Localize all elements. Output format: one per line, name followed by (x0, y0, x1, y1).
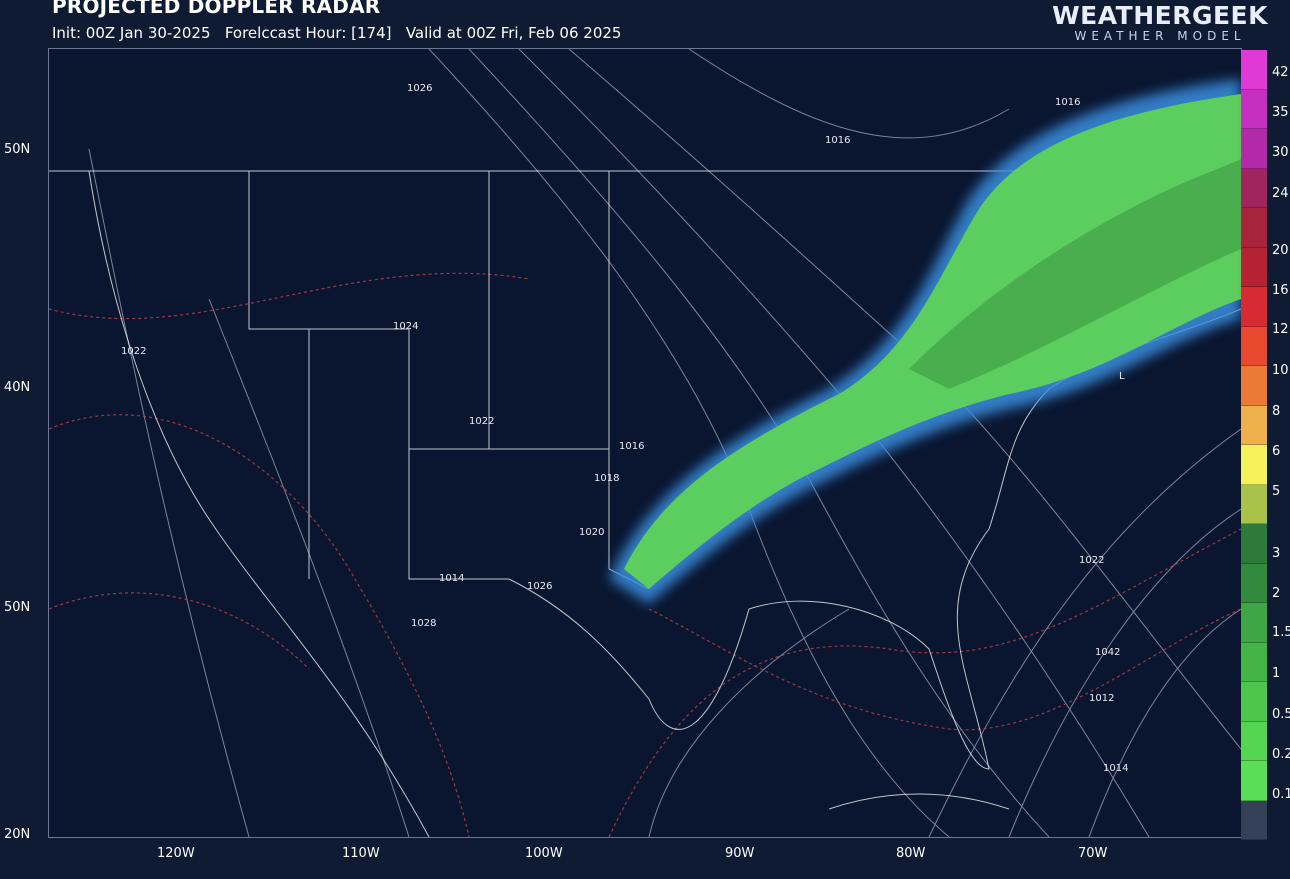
pressure-label: 1024 (393, 321, 418, 332)
legend-label: 12 (1272, 322, 1289, 337)
init-time: Init: 00Z Jan 30-2025 (52, 24, 211, 42)
color-scale-legend (1241, 50, 1267, 840)
lon-label: 110W (342, 846, 380, 861)
pressure-label: 1022 (469, 416, 494, 427)
legend-swatch (1241, 563, 1267, 603)
pressure-label: 1042 (1095, 647, 1120, 658)
thickness-lines (49, 272, 1241, 837)
legend-swatch (1241, 50, 1267, 90)
logo: WEATHERGEEK WEATHER MODEL (1052, 1, 1268, 43)
legend-label: 16 (1272, 283, 1289, 298)
lat-label: 50N (4, 142, 31, 157)
lon-label: 80W (896, 846, 926, 861)
pressure-label: 1022 (1079, 555, 1104, 566)
legend-swatch (1241, 208, 1267, 248)
pressure-label: 1018 (594, 473, 619, 484)
legend-label: 0.5 (1272, 707, 1290, 722)
precip-band (609, 79, 1241, 604)
low-pressure-marker: L (1119, 371, 1125, 382)
legend-swatch (1241, 721, 1267, 761)
legend-label: 6 (1272, 444, 1281, 459)
legend-swatch (1241, 168, 1267, 208)
map-canvas: L 1026 1022 1024 1022 1016 1018 1020 102… (49, 49, 1241, 837)
legend-label: 8 (1272, 404, 1281, 419)
legend-label: 30 (1272, 145, 1289, 160)
legend-swatch (1241, 89, 1267, 129)
pressure-label: 1026 (407, 83, 432, 94)
forecast-hour: Forelccast Hour: [174] (224, 24, 392, 42)
lat-label: 50N (4, 600, 31, 615)
legend-label: 5 (1272, 484, 1281, 499)
pressure-label: 1014 (439, 573, 464, 584)
lon-label: 90W (725, 846, 755, 861)
legend-label: 0.1 (1272, 787, 1290, 802)
legend-label: 0.2 (1272, 747, 1290, 762)
legend-label: 1.5 (1272, 625, 1290, 640)
legend-swatch (1241, 129, 1267, 169)
pressure-labels: 1026 1022 1024 1022 1016 1018 1020 1026 … (121, 83, 1128, 774)
legend-label: 35 (1272, 105, 1289, 120)
pressure-label: 1016 (1055, 97, 1080, 108)
legend-label: 3 (1272, 546, 1281, 561)
legend-swatch (1241, 405, 1267, 445)
legend-swatch (1241, 326, 1267, 366)
legend-label: 10 (1272, 363, 1289, 378)
legend-label: 42 (1272, 65, 1289, 80)
legend-swatch (1241, 484, 1267, 524)
pressure-label: 1020 (579, 527, 604, 538)
legend-swatch (1241, 524, 1267, 564)
legend-swatch (1241, 287, 1267, 327)
valid-time: Valid at 00Z Fri, Feb 06 2025 (405, 24, 622, 42)
pressure-label: 1022 (121, 346, 146, 357)
legend-swatch (1241, 603, 1267, 643)
pressure-label: 1016 (825, 135, 850, 146)
lat-label: 40N (4, 380, 31, 395)
legend-swatch (1241, 682, 1267, 722)
legend-swatch (1241, 445, 1267, 485)
lon-label: 120W (157, 846, 195, 861)
legend-label: 1 (1272, 666, 1281, 681)
logo-name: WEATHERGEEK (1052, 1, 1268, 30)
legend-label: 2 (1272, 586, 1281, 601)
lat-label: 20N (4, 827, 31, 842)
lon-label: 70W (1078, 846, 1108, 861)
pressure-label: 1026 (527, 581, 552, 592)
radar-map[interactable]: L 1026 1022 1024 1022 1016 1018 1020 102… (48, 48, 1242, 838)
lon-label: 100W (525, 846, 563, 861)
legend-swatch (1241, 247, 1267, 287)
pressure-label: 1028 (411, 618, 436, 629)
legend-swatch (1241, 761, 1267, 801)
legend-swatch (1241, 800, 1267, 840)
legend-label: 24 (1272, 186, 1289, 201)
run-info: Init: 00Z Jan 30-2025 Forelccast Hour: [… (52, 24, 621, 42)
legend-swatch (1241, 366, 1267, 406)
pressure-label: 1014 (1103, 763, 1128, 774)
pressure-label: 1012 (1089, 693, 1114, 704)
page-title: PROJECTED DOPPLER RADAR (52, 0, 381, 18)
logo-tagline: WEATHER MODEL (1074, 29, 1246, 43)
pressure-label: 1016 (619, 441, 644, 452)
legend-label: 20 (1272, 243, 1289, 258)
legend-swatch (1241, 642, 1267, 682)
